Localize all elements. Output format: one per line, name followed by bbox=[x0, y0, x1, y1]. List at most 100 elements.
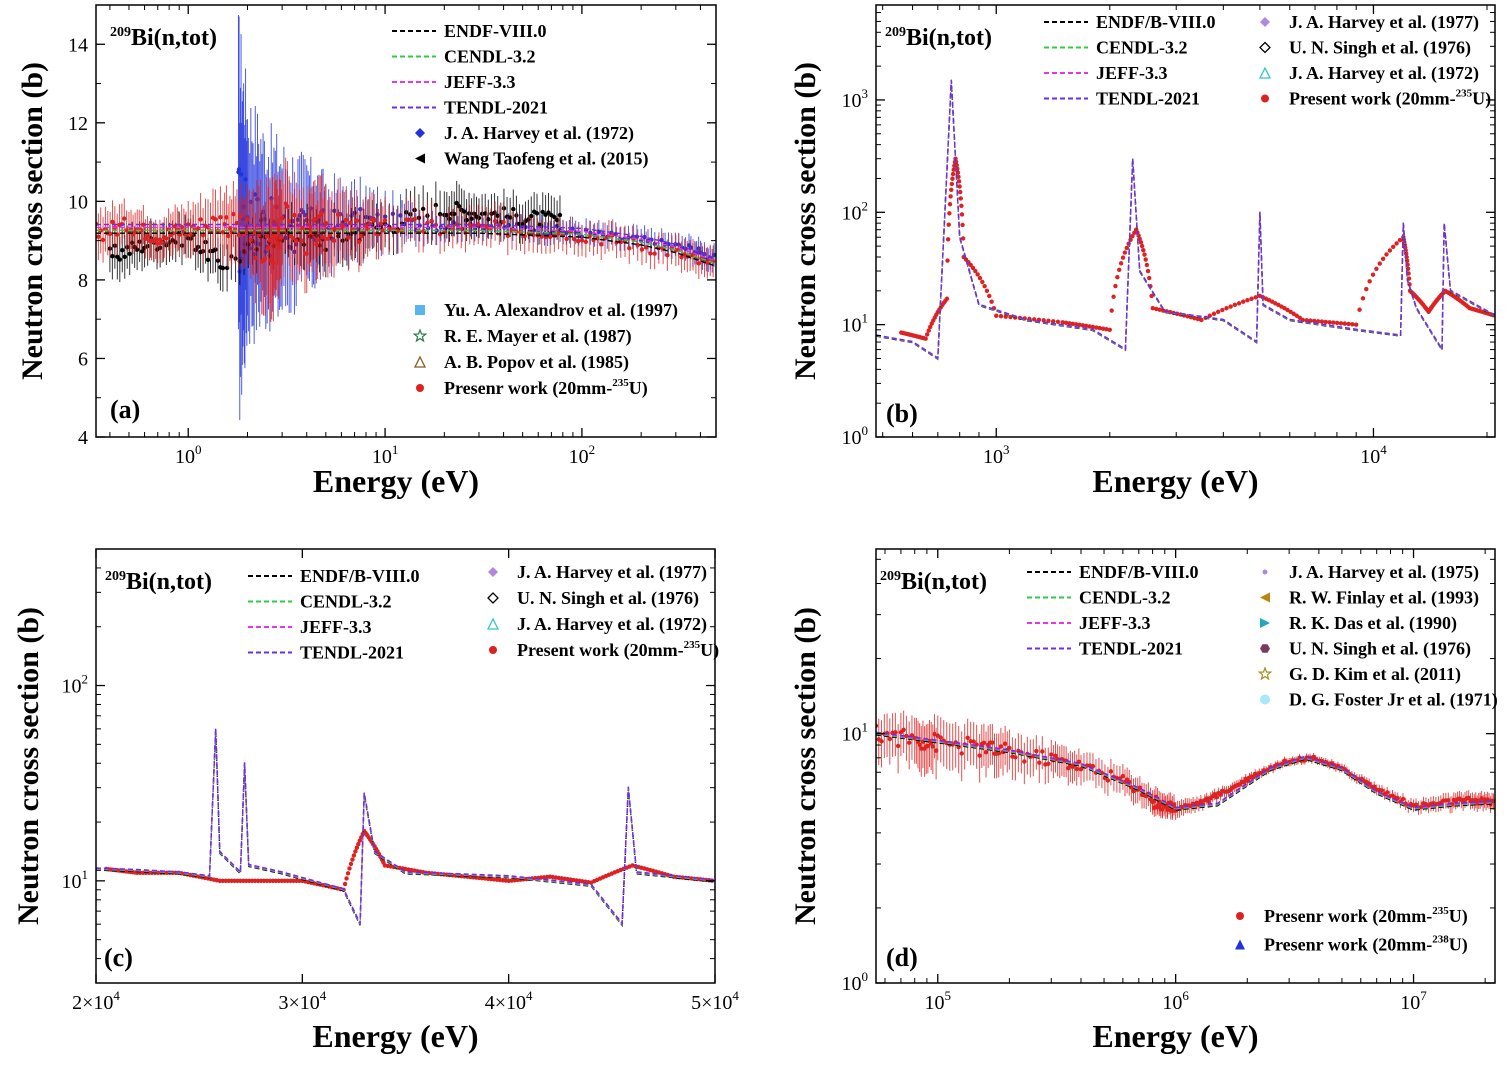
y-tick-label-0-1: 6 bbox=[78, 348, 88, 370]
point-1-1 bbox=[947, 201, 953, 207]
point-0-3 bbox=[639, 247, 645, 252]
point-0-3 bbox=[159, 240, 165, 246]
point-0-2 bbox=[495, 213, 500, 218]
point-3-1 bbox=[1040, 749, 1045, 754]
point-1-1 bbox=[958, 196, 964, 201]
point-0-3 bbox=[220, 230, 226, 235]
point-0-3 bbox=[327, 232, 333, 238]
x-tick-base: 4×10 bbox=[485, 992, 526, 1014]
point-3-1 bbox=[898, 730, 904, 735]
x-tick-exp: 0 bbox=[195, 442, 202, 457]
x-tick-exp: 1 bbox=[392, 442, 399, 457]
y-tick-exp: 2 bbox=[862, 198, 869, 213]
x-tick-exp: 6 bbox=[1182, 988, 1189, 1003]
legend-marker-2-top-b-1 bbox=[487, 592, 499, 604]
point-0-2 bbox=[469, 216, 474, 221]
point-1-1 bbox=[1067, 321, 1072, 326]
point-2-1 bbox=[347, 866, 352, 871]
point-1-1 bbox=[1199, 317, 1204, 323]
point-3-2 bbox=[1400, 796, 1406, 802]
point-0-3 bbox=[358, 234, 364, 239]
legend-label-text: R. W. Finlay et al. (1993) bbox=[1289, 588, 1479, 609]
point-0-3 bbox=[429, 218, 434, 224]
point-3-2 bbox=[1214, 794, 1219, 800]
point-3-1 bbox=[917, 742, 922, 748]
point-3-1 bbox=[981, 740, 987, 746]
x-tick-base: 10 bbox=[569, 446, 589, 468]
point-3-1 bbox=[925, 743, 931, 749]
point-3-1 bbox=[1034, 748, 1039, 754]
point-3-1 bbox=[1007, 745, 1012, 751]
point-3-1 bbox=[959, 751, 964, 756]
point-0-3 bbox=[408, 217, 413, 222]
point-0-3 bbox=[344, 217, 349, 222]
x-tick-exp: 4 bbox=[320, 988, 327, 1003]
legend-marker-2-top-b-0 bbox=[488, 567, 498, 577]
point-1-1 bbox=[1124, 245, 1129, 251]
point-0-2 bbox=[461, 209, 467, 214]
point-3-1 bbox=[1049, 752, 1054, 757]
point-0-3 bbox=[696, 261, 701, 266]
legend-marker-0-bottom-0 bbox=[415, 305, 425, 315]
legend-marker-2-top-b-2 bbox=[486, 617, 500, 630]
legend-marker-0-top-4 bbox=[415, 128, 425, 138]
point-3-1 bbox=[990, 740, 995, 745]
point-3-1 bbox=[930, 744, 936, 749]
legend-label-text: G. D. Kim et al. (2011) bbox=[1289, 664, 1461, 685]
x-tick-exp: 4 bbox=[732, 988, 739, 1003]
legend-label-text: ENDF/B-VIII.0 bbox=[1096, 12, 1216, 32]
point-0-3 bbox=[248, 237, 253, 243]
point-1-1 bbox=[1087, 324, 1092, 329]
legend-marker-1-top-b-3 bbox=[1261, 94, 1269, 103]
legend-label-suffix: U) bbox=[1449, 935, 1468, 956]
point-0-3 bbox=[245, 217, 250, 222]
point-2-1 bbox=[351, 853, 357, 858]
legend-label-text: TENDL-2021 bbox=[1079, 639, 1183, 659]
x-tick-exp: 4 bbox=[113, 988, 120, 1003]
point-1-1 bbox=[1090, 324, 1096, 330]
x-tick-base: 5×10 bbox=[691, 992, 732, 1014]
point-1-1 bbox=[1080, 323, 1086, 328]
point-0-3 bbox=[110, 219, 115, 225]
eval-curve-0-1 bbox=[96, 229, 716, 265]
plot-area bbox=[876, 707, 1495, 821]
point-1-1 bbox=[1367, 279, 1372, 284]
x-tick-label-2-3: 5×104 bbox=[691, 988, 739, 1014]
y-tick-base: 10 bbox=[842, 90, 862, 112]
eval-curve-0-2 bbox=[96, 226, 716, 262]
point-0-3 bbox=[266, 245, 271, 251]
point-1-1 bbox=[1228, 304, 1233, 309]
title-symbol: Bi(n,tot) bbox=[126, 569, 212, 595]
point-0-2 bbox=[456, 204, 462, 209]
point-0-2 bbox=[511, 206, 516, 212]
legend-label-0-bottom-3: Presenr work (20mm-235U) bbox=[444, 377, 648, 399]
point-0-3 bbox=[238, 214, 243, 219]
legend-label-3-top-a-2: JEFF-3.3 bbox=[1079, 613, 1151, 633]
point-0-3 bbox=[635, 242, 640, 248]
point-1-1 bbox=[948, 194, 953, 199]
point-1-1 bbox=[1003, 314, 1008, 319]
y-tick-label-0-5: 14 bbox=[68, 34, 88, 56]
point-1-1 bbox=[1073, 322, 1079, 327]
point-0-2 bbox=[447, 216, 452, 222]
point-1-1 bbox=[1232, 302, 1238, 308]
point-0-3 bbox=[575, 238, 581, 244]
point-0-2 bbox=[529, 213, 534, 219]
point-0-2 bbox=[454, 200, 459, 206]
point-0-2 bbox=[139, 249, 145, 254]
legend-label-0-top-1: CENDL-3.2 bbox=[444, 47, 536, 67]
point-1-1 bbox=[946, 222, 951, 227]
point-1-1 bbox=[1008, 314, 1013, 320]
point-0-3 bbox=[188, 231, 193, 237]
point-0-3 bbox=[437, 231, 443, 237]
point-1-1 bbox=[926, 328, 931, 333]
eval-curve-0-0 bbox=[96, 232, 716, 267]
x-tick-exp: 7 bbox=[1420, 988, 1427, 1003]
point-1-1 bbox=[1327, 320, 1332, 325]
point-0-3 bbox=[652, 251, 657, 256]
point-1-1 bbox=[1342, 321, 1347, 326]
legend-label-sup: 235 bbox=[612, 377, 629, 389]
point-1-1 bbox=[1138, 240, 1144, 245]
legend-label-2-top-b-3: Present work (20mm-235U) bbox=[517, 639, 719, 661]
panel-label-0: (a) bbox=[110, 395, 140, 424]
